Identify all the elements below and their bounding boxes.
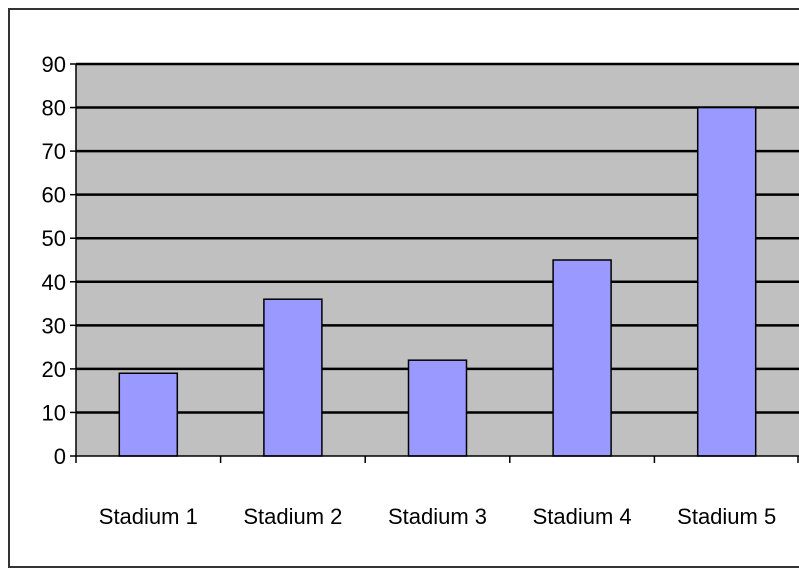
y-axis-labels: 0 10 20 30 40 50 60 70 80 90 [42,52,66,469]
y-tick-label-70: 70 [42,139,66,164]
bar-5 [696,106,757,457]
bar-1 [118,372,179,457]
y-tick-label-10: 10 [42,400,66,425]
y-tick-label-60: 60 [42,183,66,208]
y-tick-label-0: 0 [54,444,66,469]
x-tick-label-1: Stadium 1 [99,504,198,529]
y-tick-label-40: 40 [42,270,66,295]
bars [118,106,757,457]
x-axis-labels: Stadium 1 Stadium 2 Stadium 3 Stadium 4 Stad… [99,504,776,529]
y-tick-label-80: 80 [42,96,66,121]
y-tick-label-20: 20 [42,357,66,382]
axes [70,63,799,463]
x-tick-label-2: Stadium 2 [243,504,342,529]
bar-3 [407,359,468,457]
x-tick-label-4: Stadium 4 [533,504,632,529]
y-tick-label-30: 30 [42,313,66,338]
bar-2 [263,298,323,457]
x-tick-label-3: Stadium 3 [388,504,487,529]
x-tick-label-5: Stadium 5 [677,504,776,529]
y-tick-label-50: 50 [42,226,66,251]
bar-4 [552,259,612,457]
y-tick-label-90: 90 [42,52,66,77]
